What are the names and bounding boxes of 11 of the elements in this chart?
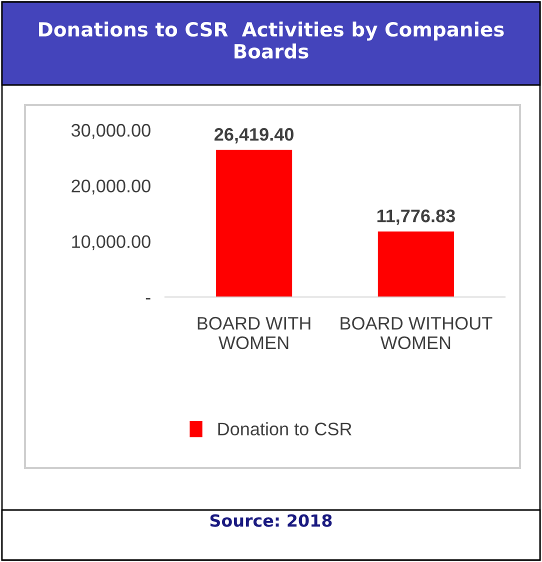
legend-label: Donation to CSR xyxy=(218,422,352,436)
text: 11,776.83 xyxy=(377,210,455,225)
y-tick-label: 30,000.00 xyxy=(71,124,150,139)
x-tick-label: BOARD WITHOUT WOMEN xyxy=(340,316,492,350)
source-note: Source: 2018 xyxy=(210,514,332,527)
text: 26,419.40 xyxy=(214,128,294,144)
chart-title: Donations to CSR Activities by Companies Boards xyxy=(39,22,504,59)
y-tick-label: 10,000.00 xyxy=(72,235,150,250)
x-tick-label: BOARD WITH WOMEN xyxy=(198,316,310,350)
y-tick-label: 20,000.00 xyxy=(72,180,150,195)
y-tick-label: - xyxy=(146,298,150,300)
